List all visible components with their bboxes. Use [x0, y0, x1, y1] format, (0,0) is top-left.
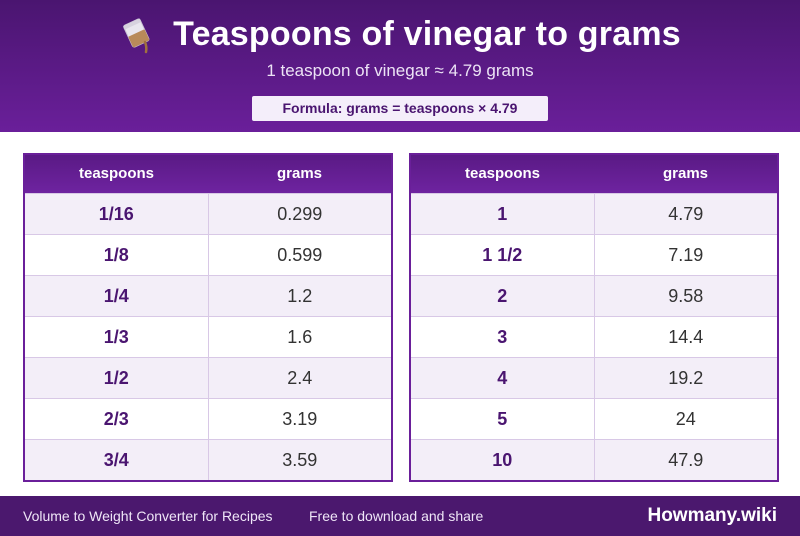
table-row: 10 47.9	[411, 439, 777, 480]
grams-cell: 3.19	[282, 409, 318, 429]
grams-cell: 47.9	[668, 450, 704, 470]
column-header-grams: grams	[662, 165, 709, 182]
vinegar-pour-icon	[123, 18, 150, 54]
grams-cell: 1.6	[287, 327, 313, 347]
column-header-teaspoons: teaspoons	[464, 165, 540, 182]
conversion-table-left: teaspoons grams 1/16 0.299 1/8 0.599 1/4 1.…	[23, 153, 393, 482]
table-row: 1 4.79	[411, 193, 777, 234]
grams-cell: 24	[675, 409, 696, 429]
table-row: 3/4 3.59	[25, 439, 391, 480]
conversion-subtitle: 1 teaspoon of vinegar ≈ 4.79 grams	[266, 61, 534, 80]
teaspoons-cell: 2	[411, 276, 595, 316]
table-header: teaspoons grams	[25, 155, 391, 193]
table-row: 5 24	[411, 398, 777, 439]
table-row: 1/3 1.6	[25, 316, 391, 357]
teaspoons-cell: 1	[411, 194, 595, 234]
teaspoons-cell: 1/4	[25, 276, 209, 316]
table-row: 2 9.58	[411, 275, 777, 316]
teaspoons-cell: 3/4	[25, 440, 209, 480]
brand-logo-text: Howmany.wiki	[647, 505, 777, 526]
column-header-grams: grams	[276, 165, 323, 182]
table-row: 1/2 2.4	[25, 357, 391, 398]
teaspoons-cell: 4	[411, 358, 595, 398]
teaspoons-cell: 5	[411, 399, 595, 439]
grams-cell: 14.4	[668, 327, 704, 347]
table-row: 1 1/2 7.19	[411, 234, 777, 275]
teaspoons-cell: 1/16	[25, 194, 209, 234]
table-row: 1/4 1.2	[25, 275, 391, 316]
title-row: Teaspoons of vinegar to grams	[0, 14, 800, 54]
grams-cell: 1.2	[287, 286, 313, 306]
page-title: Teaspoons of vinegar to grams	[173, 14, 681, 53]
table-row: 1/8 0.599	[25, 234, 391, 275]
grams-cell: 0.599	[277, 245, 323, 265]
grams-cell: 9.58	[668, 286, 704, 306]
table-row: 2/3 3.19	[25, 398, 391, 439]
table-header: teaspoons grams	[411, 155, 777, 193]
header-banner: Teaspoons of vinegar to grams 1 teaspoon…	[0, 0, 800, 132]
teaspoons-cell: 1/3	[25, 317, 209, 357]
grams-cell: 19.2	[668, 368, 704, 388]
table-row: 1/16 0.299	[25, 193, 391, 234]
grams-cell: 3.59	[282, 450, 318, 470]
teaspoons-cell: 1 1/2	[411, 235, 595, 275]
grams-cell: 0.299	[277, 204, 323, 224]
column-header-teaspoons: teaspoons	[78, 165, 154, 182]
footer-share-text: Free to download and share	[309, 508, 484, 524]
teaspoons-cell: 3	[411, 317, 595, 357]
grams-cell: 7.19	[668, 245, 704, 265]
footer-bar: Volume to Weight Converter for Recipes F…	[0, 496, 800, 536]
formula-badge: Formula: grams = teaspoons × 4.79	[252, 96, 548, 121]
teaspoons-cell: 2/3	[25, 399, 209, 439]
table-row: 4 19.2	[411, 357, 777, 398]
grams-cell: 2.4	[287, 368, 313, 388]
teaspoons-cell: 1/8	[25, 235, 209, 275]
footer-converter-text: Volume to Weight Converter for Recipes	[23, 508, 273, 524]
teaspoons-cell: 1/2	[25, 358, 209, 398]
grams-cell: 4.79	[668, 204, 704, 224]
teaspoons-cell: 10	[411, 440, 595, 480]
table-row: 3 14.4	[411, 316, 777, 357]
